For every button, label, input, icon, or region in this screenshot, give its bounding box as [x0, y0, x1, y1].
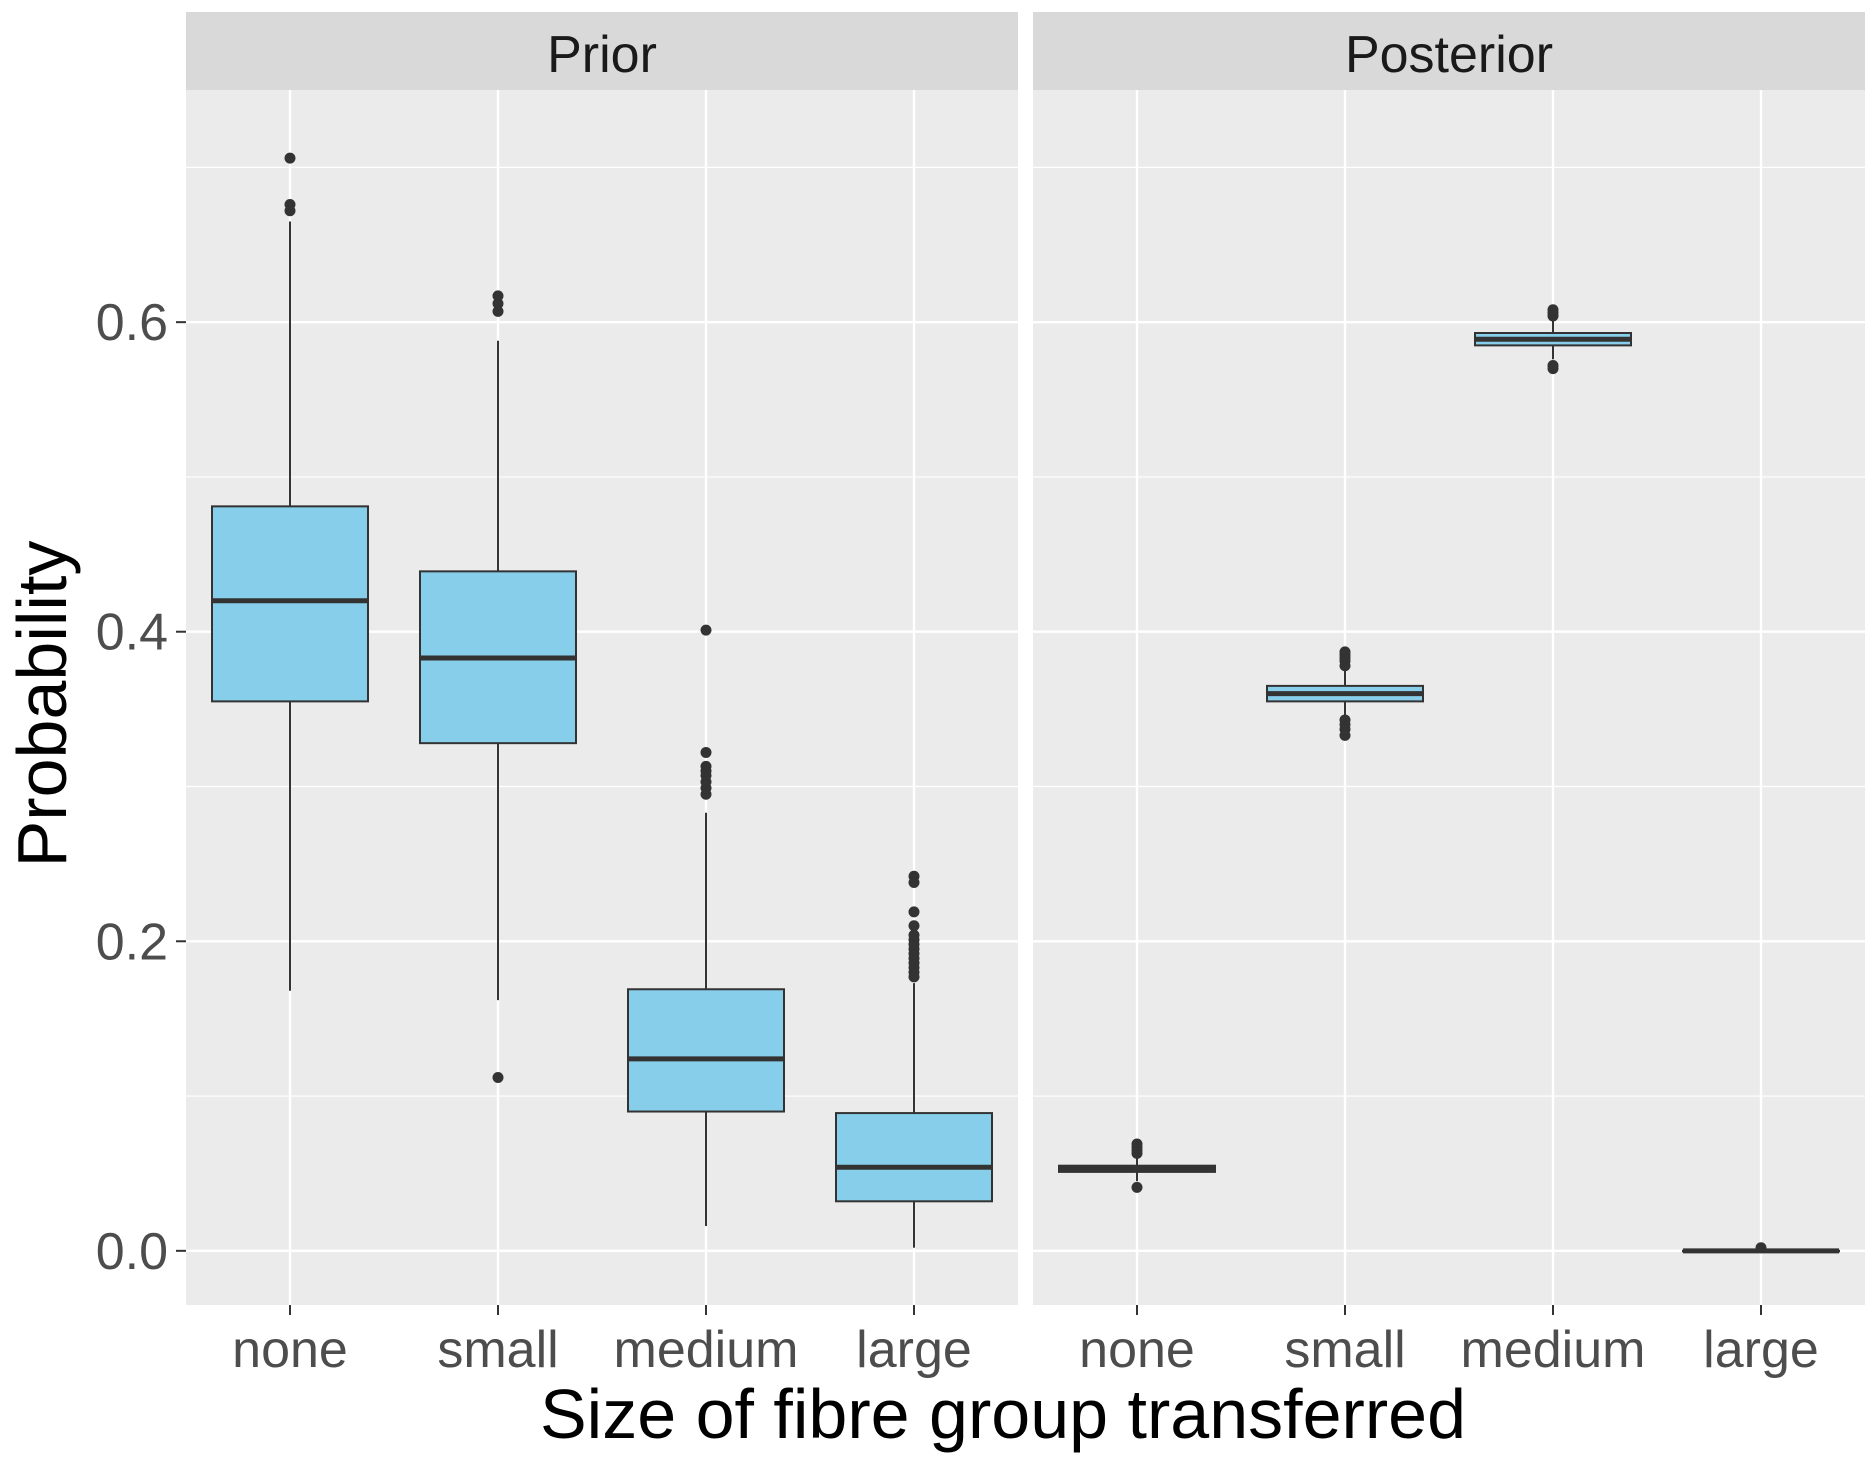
y-axis-title: Probability	[3, 541, 81, 868]
outlier-point	[284, 199, 296, 211]
x-tick-label: medium	[614, 1321, 799, 1379]
outlier-point	[908, 906, 920, 918]
x-tick-label: medium	[1461, 1321, 1646, 1379]
x-tick-label: large	[1703, 1321, 1819, 1379]
box-medium	[627, 624, 785, 1227]
facet-panel-prior: Prior	[186, 12, 1018, 1305]
outlier-point	[284, 152, 296, 164]
y-tick-label: 0.0	[96, 1223, 168, 1281]
outlier-point	[1131, 1181, 1143, 1193]
x-axis-title: Size of fibre group transferred	[540, 1375, 1466, 1453]
x-tick-label: none	[1079, 1321, 1195, 1379]
y-axis: 0.0 0.2 0.4 0.6	[96, 294, 186, 1281]
box-small	[419, 290, 577, 1083]
y-tick-label: 0.4	[96, 604, 168, 662]
panel-background	[1033, 90, 1865, 1305]
box-small	[1266, 646, 1424, 741]
outlier-point	[492, 305, 504, 317]
facet-strip-label: Posterior	[1345, 26, 1553, 84]
box-none	[1058, 1138, 1216, 1193]
outlier-point	[1339, 714, 1351, 726]
outlier-point	[1547, 304, 1559, 316]
box-none	[211, 152, 369, 991]
facet-panel-posterior: Posterior	[1033, 12, 1865, 1305]
outlier-point	[1547, 360, 1559, 372]
outlier-point	[1131, 1138, 1143, 1150]
x-tick-label: none	[232, 1321, 348, 1379]
box-body	[211, 505, 369, 703]
box-large	[1682, 1242, 1840, 1254]
outlier-point	[1339, 646, 1351, 658]
outlier-point	[908, 920, 920, 932]
x-axis: none small medium large none small medium large	[232, 1305, 1819, 1379]
x-tick-label: small	[1284, 1321, 1405, 1379]
outlier-point	[700, 624, 712, 636]
outlier-point	[492, 298, 504, 310]
facet-strip	[186, 12, 1018, 90]
x-tick-label: large	[856, 1321, 972, 1379]
y-tick-label: 0.6	[96, 294, 168, 352]
outlier-point	[700, 760, 712, 772]
outlier-point	[908, 870, 920, 882]
outlier-point	[908, 929, 920, 941]
box-body	[627, 988, 785, 1113]
outlier-point	[492, 290, 504, 302]
box-large	[835, 870, 993, 1248]
box-body	[835, 1112, 993, 1203]
outlier-point	[700, 746, 712, 758]
facet-panels: Prior Posterior	[186, 12, 1865, 1305]
box-medium	[1474, 304, 1632, 375]
y-tick-label: 0.2	[96, 913, 168, 971]
outlier-point	[1755, 1242, 1767, 1254]
facet-strip-label: Prior	[547, 26, 657, 84]
outlier-point	[492, 1071, 504, 1083]
facet-strip	[1033, 12, 1865, 90]
x-tick-label: small	[437, 1321, 558, 1379]
